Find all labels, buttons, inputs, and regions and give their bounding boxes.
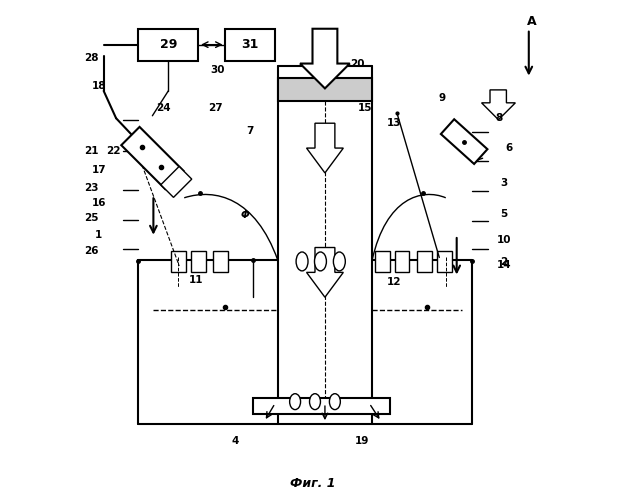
Text: 16: 16 [91, 198, 106, 208]
Text: 26: 26 [84, 246, 99, 256]
Text: 27: 27 [208, 104, 223, 114]
Text: 4: 4 [232, 436, 239, 446]
Polygon shape [121, 127, 184, 189]
Text: 18: 18 [91, 81, 106, 91]
Text: 17: 17 [91, 166, 106, 175]
Text: 1: 1 [95, 230, 102, 240]
Text: 5: 5 [500, 208, 508, 218]
Text: Фиг. 1: Фиг. 1 [290, 477, 335, 490]
Bar [417, 252, 432, 272]
Text: 22: 22 [106, 146, 121, 156]
Polygon shape [306, 248, 343, 297]
Text: 31: 31 [242, 38, 259, 51]
Ellipse shape [314, 252, 326, 271]
Text: A: A [526, 15, 536, 28]
Text: 2: 2 [500, 257, 508, 267]
Polygon shape [306, 123, 343, 173]
Bar [253, 398, 389, 414]
Text: 12: 12 [388, 278, 402, 287]
Ellipse shape [329, 394, 341, 409]
Ellipse shape [309, 394, 321, 409]
Text: 11: 11 [188, 275, 203, 285]
Text: 28: 28 [84, 52, 99, 62]
Text: 25: 25 [84, 212, 99, 222]
Polygon shape [161, 166, 192, 198]
Bar [374, 252, 389, 272]
Bar [437, 252, 452, 272]
Text: 8: 8 [496, 113, 502, 123]
Bar [278, 78, 372, 101]
Text: 30: 30 [211, 64, 225, 74]
Polygon shape [300, 28, 350, 88]
Text: 6: 6 [505, 143, 512, 153]
Bar [394, 252, 409, 272]
Ellipse shape [289, 394, 301, 409]
Text: 7: 7 [247, 126, 254, 136]
Text: 29: 29 [159, 38, 177, 51]
Bar [213, 252, 228, 272]
Text: 21: 21 [84, 146, 99, 156]
Text: 9: 9 [438, 94, 446, 104]
Text: 20: 20 [350, 58, 364, 68]
Ellipse shape [333, 252, 346, 271]
Bar [139, 28, 198, 61]
Polygon shape [481, 90, 516, 120]
Bar [191, 252, 206, 272]
Text: 10: 10 [497, 235, 511, 245]
Text: 14: 14 [497, 260, 511, 270]
Text: 15: 15 [357, 104, 372, 114]
Bar [226, 28, 275, 61]
Ellipse shape [296, 252, 308, 271]
Bar [171, 252, 186, 272]
Polygon shape [441, 119, 488, 164]
Text: 23: 23 [84, 183, 99, 193]
Text: 19: 19 [355, 436, 369, 446]
Text: 24: 24 [156, 104, 171, 114]
Text: Φ: Φ [241, 210, 250, 220]
Text: 3: 3 [500, 178, 508, 188]
Text: 13: 13 [388, 118, 402, 128]
